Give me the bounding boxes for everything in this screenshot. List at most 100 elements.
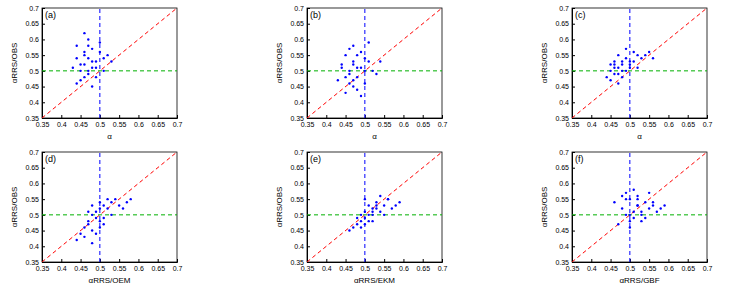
point: [364, 70, 366, 72]
point: [95, 67, 97, 69]
x-axis: 0.350.40.450.50.550.60.650.7: [36, 259, 183, 272]
tick-label: 0.55: [290, 52, 304, 59]
tick-mark: [611, 259, 612, 262]
tick-mark: [707, 115, 708, 118]
tick-label: 0.35: [301, 265, 315, 272]
tick: 0.4: [322, 259, 332, 272]
tick: 0.45: [74, 115, 88, 128]
tick: 0.55: [555, 52, 575, 59]
tick: 0.4: [587, 259, 597, 272]
tick-mark: [572, 87, 575, 88]
point: [625, 214, 627, 216]
tick-label: 0.55: [378, 121, 392, 128]
tick-label: 0.7: [29, 149, 39, 156]
point: [652, 57, 654, 59]
point: [640, 220, 642, 222]
x-axis-title: α: [107, 132, 112, 141]
tick-mark: [591, 259, 592, 262]
point: [99, 41, 101, 43]
tick-label: 0.35: [566, 265, 580, 272]
point: [617, 82, 619, 84]
point: [110, 60, 112, 62]
point: [387, 198, 389, 200]
point: [126, 201, 128, 203]
tick-label: 0.5: [294, 68, 304, 75]
tick-mark: [423, 259, 424, 262]
y-axis-title: αRRS/OBS: [10, 187, 19, 228]
tick-label: 0.6: [134, 121, 144, 128]
reference-line: [364, 8, 365, 118]
tick-mark: [61, 115, 62, 118]
tick-mark: [307, 39, 310, 40]
tick: 0.6: [134, 115, 144, 128]
x-axis-title: αRRS/GBF: [619, 276, 659, 285]
point: [99, 220, 101, 222]
tick: 0.4: [57, 115, 67, 128]
point: [371, 211, 373, 213]
tick-mark: [572, 168, 575, 169]
point: [375, 73, 377, 75]
point: [629, 60, 631, 62]
tick: 0.45: [604, 259, 618, 272]
tick-label: 0.4: [29, 99, 39, 106]
x-axis: 0.350.40.450.50.550.60.650.7: [301, 115, 448, 128]
x-axis-title: αRRS/OEM: [89, 276, 131, 285]
point: [83, 226, 85, 228]
tick-mark: [138, 115, 139, 118]
tick-label: 0.6: [664, 265, 674, 272]
point: [625, 57, 627, 59]
tick-label: 0.55: [290, 196, 304, 203]
plot-area: [307, 152, 442, 262]
tick-label: 0.5: [29, 212, 39, 219]
tick: 0.7: [29, 149, 45, 156]
axis-line: [573, 153, 576, 263]
y-axis: 0.350.40.450.50.550.60.650.7: [555, 149, 575, 266]
tick: 0.65: [290, 164, 310, 171]
tick-mark: [307, 87, 310, 88]
tick-mark: [326, 115, 327, 118]
tick-mark: [42, 8, 45, 9]
reference-line: [42, 70, 177, 71]
tick-mark: [572, 8, 575, 9]
tick-label: 0.65: [290, 164, 304, 171]
tick-label: 0.35: [555, 115, 569, 122]
y-axis: 0.350.40.450.50.550.60.650.7: [555, 5, 575, 122]
tick-mark: [649, 115, 650, 118]
point: [629, 63, 631, 65]
point: [72, 67, 74, 69]
tick-mark: [42, 168, 45, 169]
tick: 0.45: [555, 83, 575, 90]
panel-label: (c): [575, 10, 586, 20]
tick-label: 0.5: [95, 121, 105, 128]
point: [398, 201, 400, 203]
y-axis: 0.350.40.450.50.550.60.650.7: [25, 5, 45, 122]
point: [617, 67, 619, 69]
point: [103, 223, 105, 225]
point: [83, 51, 85, 53]
tick: 0.7: [294, 5, 310, 12]
plot-area: [42, 8, 177, 118]
tick: 0.65: [416, 115, 430, 128]
tick-label: 0.7: [29, 5, 39, 12]
tick: 0.4: [294, 243, 310, 250]
tick-label: 0.55: [643, 121, 657, 128]
y-axis: 0.350.40.450.50.550.60.650.7: [290, 149, 310, 266]
tick-label: 0.35: [36, 265, 50, 272]
tick: 0.4: [29, 99, 45, 106]
point: [91, 48, 93, 50]
x-axis: 0.350.40.450.50.550.60.650.7: [301, 259, 448, 272]
point: [648, 51, 650, 53]
x-axis: 0.350.40.450.50.550.60.650.7: [566, 259, 713, 272]
tick-mark: [61, 259, 62, 262]
tick-mark: [346, 115, 347, 118]
point: [95, 217, 97, 219]
tick-mark: [572, 231, 575, 232]
tick-mark: [42, 246, 45, 247]
tick-label: 0.65: [25, 164, 39, 171]
tick-mark: [307, 262, 310, 263]
tick-label: 0.6: [559, 180, 569, 187]
reference-line: [364, 152, 365, 262]
tick-label: 0.6: [29, 36, 39, 43]
point: [375, 207, 377, 209]
tick-mark: [572, 118, 575, 119]
